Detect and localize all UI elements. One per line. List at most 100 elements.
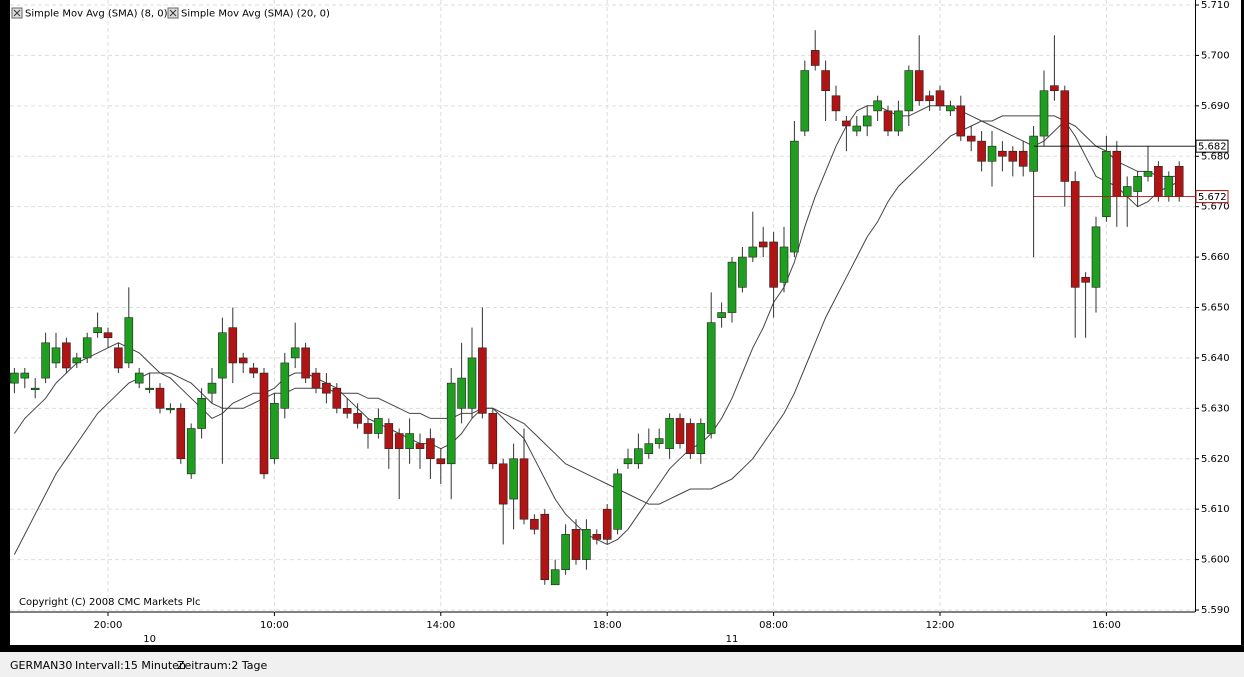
- candle-body: [613, 473, 622, 530]
- candle-body: [644, 443, 654, 455]
- candle-body: [249, 367, 258, 374]
- candle-body: [592, 534, 602, 540]
- y-tick-label: 5.620: [1201, 454, 1230, 465]
- copyright-annotation: Copyright (C) 2008 CMC Markets Plc: [19, 597, 200, 608]
- candle-body: [322, 382, 331, 394]
- candle-body: [488, 413, 498, 465]
- candle-body: [72, 357, 82, 364]
- candle-body: [727, 261, 737, 313]
- y-tick-label: 5.690: [1201, 101, 1230, 112]
- candle-body: [93, 327, 102, 334]
- candle-body: [852, 125, 862, 132]
- y-tick-label: 5.650: [1201, 303, 1230, 314]
- candle-body: [946, 105, 955, 112]
- sma-line: [13, 115, 1180, 555]
- candle-body: [363, 423, 373, 434]
- x-tick-label: 12:00: [926, 620, 955, 631]
- candle-body: [540, 513, 550, 581]
- candle-body: [1070, 181, 1080, 288]
- candle-body: [842, 120, 851, 127]
- candle-body: [207, 382, 217, 394]
- candle-body: [987, 145, 997, 162]
- candle-body: [800, 70, 810, 132]
- candle-body: [270, 402, 279, 460]
- day-label: 11: [726, 634, 739, 645]
- interval: Intervall:15 Minuten: [75, 659, 186, 672]
- candle-body: [790, 140, 799, 253]
- candle-body: [966, 135, 976, 142]
- candle-body: [862, 115, 872, 127]
- candle-body: [10, 372, 19, 384]
- day-label: 10: [143, 634, 156, 645]
- candle-body: [290, 347, 300, 359]
- y-tick-label: 5.710: [1201, 0, 1230, 11]
- price-label-box: [1195, 190, 1229, 204]
- x-tick-label: 20:00: [94, 620, 123, 631]
- candle-body: [571, 529, 581, 560]
- grid: 5.590 5.600 5.610 5.620 5.630 5.640 5.650 5.660…: [10, 0, 1230, 645]
- y-tick-label: 5.640: [1201, 353, 1230, 364]
- candle-body: [415, 443, 425, 449]
- candle-body: [1091, 226, 1101, 288]
- candle-body: [1133, 176, 1142, 192]
- candle-body: [904, 70, 914, 112]
- overlay: 5.682 5.672: [1034, 139, 1229, 204]
- candle-body: [696, 423, 706, 455]
- status-bar: GERMAN30 Intervall:15 Minuten Zeitraum:2…: [0, 652, 1244, 675]
- candle-body: [1039, 90, 1049, 137]
- candle-body: [218, 332, 227, 379]
- x-tick-label: 18:00: [593, 620, 622, 631]
- candle-body: [1143, 171, 1153, 177]
- x-tick-label: 16:00: [1092, 620, 1121, 631]
- candle-body: [342, 408, 352, 414]
- candle-body: [1008, 150, 1018, 162]
- y-tick-label: 5.680: [1201, 151, 1230, 162]
- candle-body: [103, 332, 113, 339]
- candle-body: [259, 372, 269, 475]
- candle-body: [769, 241, 778, 288]
- y-tick-label: 5.610: [1201, 504, 1230, 515]
- candle-body: [758, 241, 768, 248]
- candle-body: [706, 322, 716, 434]
- candle-body: [145, 387, 154, 390]
- candle-body: [176, 408, 186, 460]
- x-tick-label: 08:00: [759, 620, 788, 631]
- candle-body: [998, 150, 1007, 157]
- candle-body: [405, 433, 414, 449]
- candle-body: [956, 105, 966, 137]
- range: Zeitraum:2 Tage: [177, 659, 268, 672]
- candle-body: [519, 458, 529, 520]
- candle-body: [509, 458, 518, 500]
- candle-body: [582, 529, 591, 560]
- y-tick-label: 5.600: [1201, 555, 1230, 566]
- candle-body: [925, 95, 934, 102]
- candle-body: [1174, 166, 1184, 197]
- candle-body: [41, 342, 50, 379]
- legend-label: Simple Mov Avg (SMA) (8, 0): [25, 9, 168, 20]
- candle-body: [1029, 135, 1038, 172]
- candle-body: [561, 534, 570, 570]
- candle-body: [467, 357, 477, 409]
- candle-body: [602, 508, 612, 540]
- x-tick-label: 10:00: [260, 620, 289, 631]
- candle-body: [301, 347, 310, 379]
- candle-body: [634, 448, 643, 465]
- candle-body: [384, 423, 394, 449]
- candle-body: [498, 463, 508, 505]
- candle-body: [623, 458, 633, 465]
- candle-body: [1102, 150, 1111, 218]
- candle-body: [883, 110, 893, 132]
- candle-body: [935, 90, 945, 107]
- candle-body: [873, 100, 882, 112]
- chart-panel: [10, 0, 1241, 645]
- y-tick-label: 5.670: [1201, 202, 1230, 213]
- candle-body: [654, 438, 664, 444]
- y-tick-label: 5.630: [1201, 403, 1230, 414]
- y-tick-label: 5.660: [1201, 252, 1230, 263]
- candle-body: [353, 413, 362, 424]
- candle-body: [894, 110, 903, 132]
- candle-body: [134, 372, 144, 384]
- candles: [10, 30, 1184, 586]
- candle-body: [82, 337, 92, 359]
